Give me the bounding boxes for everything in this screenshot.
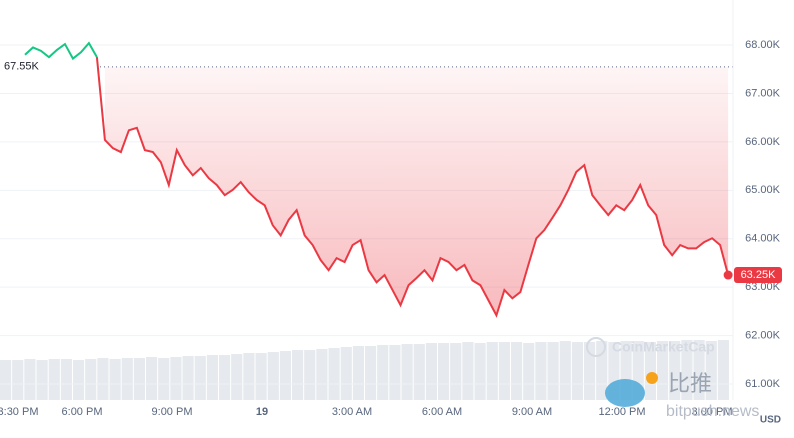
source-site: bitpush.news (666, 403, 759, 420)
y-tick-label: 61.00K (745, 378, 781, 390)
x-tick-label: 9:00 PM (152, 406, 193, 418)
volume-bar (146, 357, 158, 400)
volume-bar (681, 340, 693, 400)
unit-label: USD (760, 415, 781, 426)
x-tick-label: 3:00 PM (692, 406, 733, 418)
volume-bar (498, 342, 510, 400)
last-label-box (734, 267, 782, 284)
volume-bar (279, 351, 291, 400)
volume-bar (60, 359, 72, 400)
volume-bar (717, 340, 729, 400)
volume-bar (328, 348, 340, 400)
x-tick-label: 6:00 AM (422, 406, 462, 418)
volume-bar (231, 354, 243, 400)
volume-bar (620, 341, 632, 400)
volume-bar (644, 342, 656, 400)
volume-bar (133, 358, 145, 400)
watermark-logo (586, 337, 606, 357)
volume-bar (12, 360, 24, 400)
volume-bar (316, 349, 328, 400)
volume-bar (170, 357, 182, 400)
x-tick-label: 6:00 PM (62, 406, 103, 418)
last-label: 63.25K (741, 269, 777, 281)
y-tick-label: 67.00K (745, 87, 781, 99)
x-tick-label: 9:00 AM (512, 406, 552, 418)
volume-bar (425, 343, 437, 400)
volume-bar (657, 341, 669, 400)
watermark: CoinMarketCap (612, 339, 715, 355)
y-tick-label: 62.00K (745, 329, 781, 341)
volume-bar (486, 342, 498, 400)
volume-bar (304, 350, 316, 400)
volume-bar (608, 342, 620, 400)
volume-bar (669, 341, 681, 400)
volume-bar (693, 340, 705, 400)
reference-label: 67.55K (4, 61, 40, 73)
volume-bar (121, 358, 133, 400)
volume-bar (559, 341, 571, 400)
volume-bar (243, 353, 255, 400)
x-tick-label: 3:30 PM (0, 406, 38, 418)
volume-bar (474, 343, 486, 400)
volume-bar (267, 352, 279, 400)
volume-bar (24, 359, 36, 400)
volume-bar (571, 342, 583, 400)
volume-bar (547, 342, 559, 400)
volume-bar (36, 360, 48, 400)
volume-bar (206, 355, 218, 400)
y-tick-label: 66.00K (745, 136, 781, 148)
last-point (723, 270, 733, 280)
volume-bar (48, 359, 60, 400)
volume-bar (85, 359, 97, 400)
volume-bar (255, 353, 267, 400)
volume-bar (292, 350, 304, 400)
volume-bar (0, 360, 12, 400)
price-line (95, 57, 730, 318)
volume-bar (365, 346, 377, 400)
area (104, 66, 729, 316)
source-coin (646, 372, 658, 384)
price-line (24, 41, 98, 61)
volume-bar (584, 342, 596, 400)
volume-bar (109, 359, 121, 400)
volume-bar (97, 358, 109, 400)
volume-bar (158, 358, 170, 400)
source-logo: 比推 (668, 371, 712, 396)
x-tick-label: 19 (256, 406, 268, 418)
volume-bar (73, 360, 85, 400)
plot: 61.00K 62.00K 63.00K 64.00K 65.00K 66.00K 67.0… (0, 39, 782, 418)
volume-bar (401, 344, 413, 400)
volume-bar (389, 345, 401, 400)
volume-bar (450, 343, 462, 400)
source-bird (605, 379, 645, 407)
y-tick-label: 65.00K (745, 184, 781, 196)
volume-bar (462, 342, 474, 400)
x-tick-label: 3:00 AM (332, 406, 372, 418)
volume-bar (705, 341, 717, 400)
y-tick-label: 68.00K (745, 39, 781, 51)
y-tick-label: 63.00K (745, 281, 781, 293)
volume-bar (596, 341, 608, 400)
volume-bar (535, 342, 547, 400)
volume-bar (182, 356, 194, 400)
y-tick-label: 64.00K (745, 233, 781, 245)
volume-bar (219, 355, 231, 400)
volume-bar (511, 342, 523, 400)
volume-bar (523, 343, 535, 400)
volume-bar (194, 356, 206, 400)
volume-bar (438, 343, 450, 400)
volume-bar (413, 344, 425, 400)
volume-bar (632, 341, 644, 400)
volume-bar (377, 345, 389, 400)
volume-bar (340, 347, 352, 400)
volume-bar (352, 346, 364, 400)
x-tick-label: 12:00 PM (598, 406, 645, 418)
